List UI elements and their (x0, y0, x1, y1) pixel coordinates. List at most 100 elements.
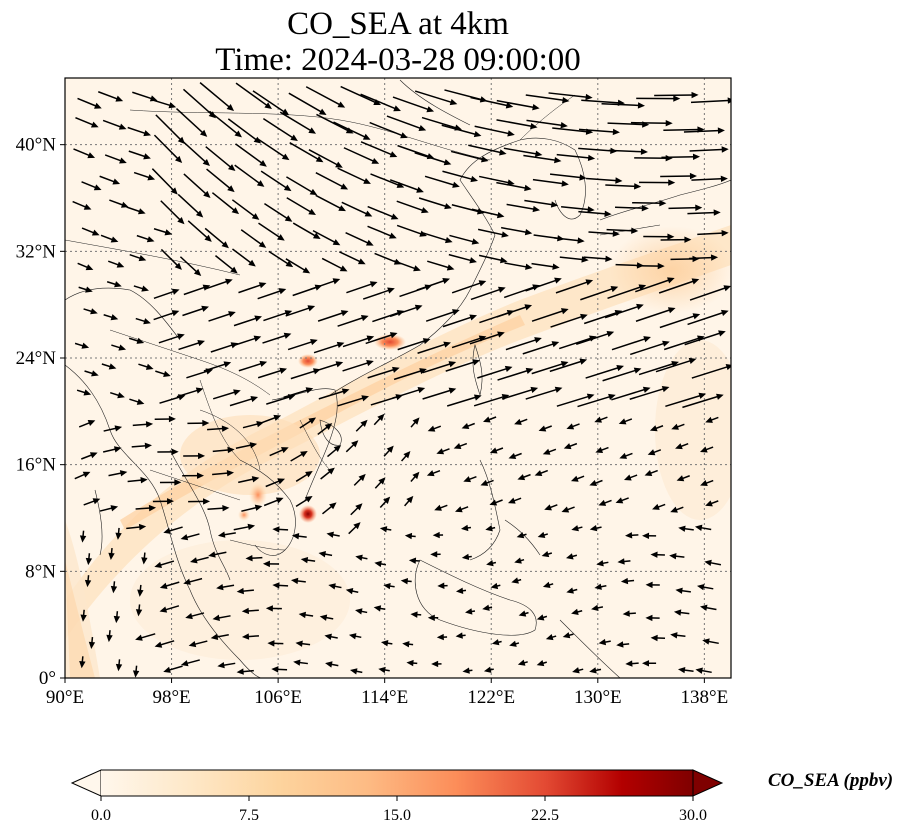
wind-arrow (337, 395, 370, 407)
wind-arrow (410, 417, 420, 428)
concentration-field (65, 225, 731, 678)
wind-arrow (151, 168, 178, 195)
wind-arrow (345, 587, 359, 595)
wind-arrow (262, 560, 280, 568)
wind-arrow (553, 237, 585, 244)
wind-arrow (187, 220, 212, 242)
wind-arrow (79, 656, 86, 669)
wind-arrow (286, 197, 316, 216)
wind-arrow (386, 115, 427, 132)
wind-arrow (271, 666, 288, 673)
wind-arrow (241, 504, 263, 512)
wind-arrow (212, 614, 231, 621)
wind-arrow (349, 668, 363, 675)
wind-arrow (561, 506, 575, 513)
wind-arrow (341, 201, 373, 217)
wind-arrow (353, 473, 366, 486)
colorbar-tick-label: 30.0 (679, 807, 707, 824)
latitude-ticks: 0° 8°N 16°N 24°N 32°N 40°N (16, 135, 65, 689)
wind-arrow (289, 142, 324, 163)
wind-arrow (486, 560, 497, 567)
wind-arrow (483, 666, 494, 673)
wind-arrow (691, 175, 728, 182)
wind-arrow (313, 341, 345, 354)
wind-arrow (525, 386, 563, 400)
map-gridlines (65, 78, 731, 678)
wind-arrow (514, 418, 528, 425)
wind-arrow (315, 172, 349, 190)
hotspot-markers (238, 334, 406, 523)
wind-arrow (427, 260, 455, 271)
wind-arrow (594, 416, 608, 423)
wind-arrow (695, 667, 712, 674)
wind-arrow (81, 181, 102, 191)
wind-arrow (442, 170, 479, 183)
wind-arrow (636, 95, 681, 102)
wind-arrow (644, 469, 658, 477)
wind-arrow (265, 478, 286, 488)
wind-arrow (290, 577, 306, 585)
wind-arrow (594, 583, 607, 590)
wind-arrow (645, 581, 660, 589)
wind-arrow (694, 524, 712, 531)
wind-arrow (158, 333, 185, 344)
wind-arrow (308, 149, 343, 168)
wind-arrow (111, 344, 127, 351)
wind-arrow (135, 317, 151, 325)
wind-arrow (589, 479, 603, 486)
wind-arrow (689, 285, 731, 301)
wind-arrow (585, 364, 624, 379)
wind-arrow (345, 440, 359, 453)
wind-arrow (217, 661, 236, 669)
wind-arrow (511, 577, 522, 584)
colorbar-extend-max (692, 769, 724, 797)
wind-arrow (355, 608, 368, 615)
map-timestamp: Time: 2024-03-28 09:00:00 (215, 42, 581, 78)
wind-arrow (320, 467, 335, 480)
wind-arrow (348, 522, 361, 535)
wind-arrow (665, 392, 707, 408)
wind-arrow (175, 107, 208, 137)
wind-arrow (601, 102, 645, 109)
wind-arrow (639, 179, 676, 186)
wind-arrow (208, 311, 236, 322)
wind-arrow (153, 228, 173, 236)
wind-arrow (206, 168, 235, 193)
map-title: CO_SEA at 4km (287, 6, 509, 42)
wind-arrow (449, 234, 480, 245)
wind-arrow (131, 442, 152, 450)
wind-arrow (365, 332, 398, 345)
wind-arrow (85, 553, 93, 566)
wind-arrow (542, 581, 554, 588)
wind-arrow (699, 446, 714, 453)
wind-arrow (697, 229, 729, 237)
wind-arrow (212, 469, 235, 477)
wind-arrow (670, 632, 686, 639)
wind-arrow (321, 257, 348, 272)
wind-arrow (516, 532, 527, 539)
wind-arrow (324, 633, 338, 640)
wind-arrow (88, 637, 96, 650)
wind-arrow (544, 504, 558, 511)
wind-arrow (176, 387, 204, 398)
wind-arrow (80, 609, 87, 622)
wind-arrow (542, 448, 557, 455)
wind-arrow (556, 393, 595, 407)
wind-arrow (379, 496, 391, 509)
wind-arrow (128, 337, 145, 344)
wind-arrow (340, 85, 381, 106)
wind-arrow (689, 146, 729, 153)
wind-arrow (678, 525, 694, 532)
wind-arrow (630, 119, 673, 127)
wind-arrow (309, 278, 341, 291)
wind-arrow (676, 475, 690, 482)
wind-arrow (291, 533, 307, 540)
wind-arrow (232, 248, 256, 267)
wind-arrow (136, 234, 155, 243)
wind-arrow (702, 638, 719, 645)
wind-arrow (509, 640, 520, 647)
wind-arrow (108, 470, 128, 477)
wind-arrow (669, 553, 685, 560)
wind-arrow (108, 547, 115, 560)
